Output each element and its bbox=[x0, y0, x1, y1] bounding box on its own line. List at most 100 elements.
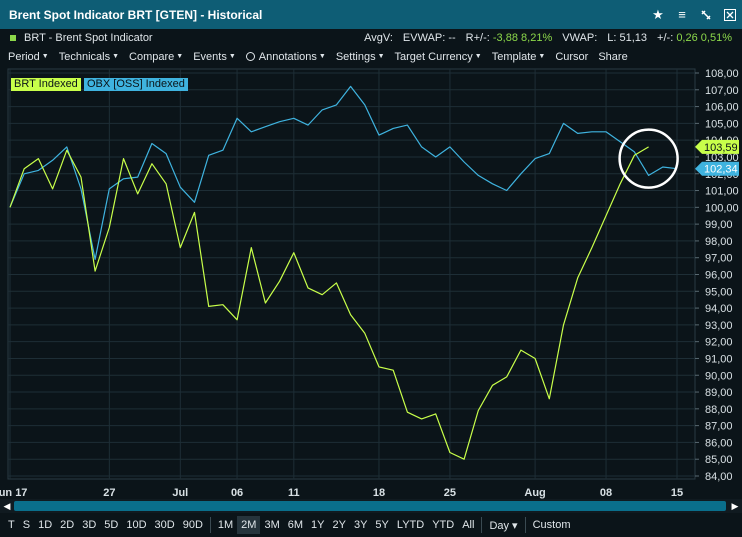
x-tick-label: 27 bbox=[103, 487, 115, 499]
menu-compare[interactable]: Compare ▼ bbox=[129, 50, 184, 63]
x-tick-label: 25 bbox=[444, 487, 456, 499]
chart-area[interactable]: 84,00 85,00 86,00 87,00 88,00 89,00 90,00 91,00… bbox=[0, 66, 742, 499]
obx-last-value-label: 102,34 bbox=[704, 164, 738, 176]
vwap-stat: VWAP: bbox=[562, 32, 598, 44]
close-icon[interactable] bbox=[718, 0, 742, 29]
unlink-icon[interactable] bbox=[694, 0, 718, 29]
caret-down-icon: ▼ bbox=[474, 53, 482, 60]
range-button-2m[interactable]: 2M bbox=[237, 516, 261, 534]
caret-down-icon: ▼ bbox=[377, 53, 385, 60]
period-button-10d[interactable]: 10D bbox=[126, 519, 147, 531]
y-tick-label: 92,00 bbox=[705, 337, 733, 349]
range-button-ytd[interactable]: YTD bbox=[432, 519, 455, 531]
menu-settings[interactable]: Settings ▼ bbox=[335, 50, 385, 63]
period-button-2d[interactable]: 2D bbox=[60, 519, 75, 531]
legend-brt[interactable]: BRT Indexed bbox=[11, 78, 81, 91]
y-tick-label: 99,00 bbox=[705, 219, 733, 231]
change-value: 0,26 bbox=[676, 32, 698, 44]
menu-annotations[interactable]: Annotations ▼ bbox=[245, 51, 326, 63]
caret-down-icon: ▼ bbox=[318, 53, 326, 60]
menu-period[interactable]: Period ▼ bbox=[8, 50, 49, 63]
range-button-1m[interactable]: 1M bbox=[217, 519, 234, 531]
range-button-5y[interactable]: 5Y bbox=[375, 519, 389, 531]
period-button-90d[interactable]: 90D bbox=[182, 519, 203, 531]
y-tick-label: 89,00 bbox=[705, 387, 733, 399]
range-button-6m[interactable]: 6M bbox=[287, 519, 304, 531]
period-button-30d[interactable]: 30D bbox=[154, 519, 175, 531]
menu-share[interactable]: Share bbox=[598, 50, 628, 63]
x-tick-label: Jul bbox=[172, 487, 188, 499]
x-tick-label: Aug bbox=[524, 487, 545, 499]
rchange-stat: R+/-: -3,88 8,21% bbox=[466, 32, 553, 44]
x-tick-label: Jun 17 bbox=[0, 487, 27, 499]
rchange-value: -3,88 bbox=[492, 32, 518, 44]
range-button-all[interactable]: All bbox=[462, 519, 475, 531]
custom-range-button[interactable]: Custom bbox=[532, 519, 571, 531]
separator bbox=[209, 517, 211, 533]
brt-last-value-tag bbox=[695, 139, 739, 154]
range-button-2y[interactable]: 2Y bbox=[332, 519, 346, 531]
window-title: Brent Spot Indicator BRT [GTEN] - Histor… bbox=[9, 7, 263, 22]
change-label: +/-: bbox=[657, 32, 674, 44]
period-button-1d[interactable]: 1D bbox=[38, 519, 53, 531]
menu-cursor[interactable]: Cursor bbox=[555, 50, 589, 63]
caret-down-icon: ▼ bbox=[228, 53, 236, 60]
range-button-1y[interactable]: 1Y bbox=[311, 519, 325, 531]
series-color-square bbox=[10, 35, 16, 41]
menu-icon[interactable]: ≡ bbox=[678, 7, 686, 22]
scroll-left-icon[interactable]: ◀ bbox=[3, 500, 11, 511]
period-button-5d[interactable]: 5D bbox=[104, 519, 119, 531]
caret-down-icon: ▼ bbox=[41, 53, 49, 60]
y-tick-label: 97,00 bbox=[705, 253, 733, 265]
x-tick-label: 08 bbox=[600, 487, 612, 499]
legend-obx[interactable]: OBX [OSS] Indexed bbox=[84, 78, 188, 91]
y-tick-label: 93,00 bbox=[705, 320, 733, 332]
y-tick-label: 84,00 bbox=[705, 471, 733, 483]
y-tick-label: 107,00 bbox=[705, 85, 739, 97]
y-tick-label: 105,00 bbox=[705, 118, 739, 130]
y-tick-label: 87,00 bbox=[705, 421, 733, 433]
period-button-3d[interactable]: 3D bbox=[82, 519, 97, 531]
title-bar: Brent Spot Indicator BRT [GTEN] - Histor… bbox=[0, 0, 742, 29]
period-bar: T S 1D 2D 3D 5D 10D 30D 90D 1M 2M 3M 6M 1Y 2Y 3Y 5Y LYTD Y… bbox=[0, 513, 742, 537]
y-tick-label: 94,00 bbox=[705, 303, 733, 315]
annotation-circle bbox=[618, 128, 679, 189]
price-chart[interactable]: 84,00 85,00 86,00 87,00 88,00 89,00 90,00 91,00… bbox=[0, 66, 742, 499]
x-tick-label: 18 bbox=[373, 487, 385, 499]
y-tick-label: 95,00 bbox=[705, 286, 733, 298]
circle-annotation-icon bbox=[245, 52, 255, 61]
horizontal-scrollbar[interactable]: ◀ ▶ bbox=[0, 499, 742, 513]
menu-template[interactable]: Template ▼ bbox=[491, 50, 546, 63]
period-button-s[interactable]: S bbox=[22, 519, 31, 531]
evwap-stat: EVWAP: -- bbox=[402, 32, 456, 44]
y-tick-label: 108,00 bbox=[705, 68, 739, 80]
menu-target-currency[interactable]: Target Currency ▼ bbox=[394, 50, 482, 63]
x-tick-label: 11 bbox=[288, 487, 300, 499]
caret-down-icon: ▼ bbox=[112, 53, 120, 60]
y-tick-label: 85,00 bbox=[705, 454, 733, 466]
obx-series-line bbox=[9, 85, 678, 260]
menu-events[interactable]: Events ▼ bbox=[193, 50, 236, 63]
x-tick-label: 15 bbox=[671, 487, 683, 499]
caret-down-icon: ▼ bbox=[538, 53, 546, 60]
separator bbox=[481, 517, 483, 533]
obx-last-value-tag bbox=[695, 161, 739, 176]
y-tick-label: 88,00 bbox=[705, 404, 733, 416]
brt-last-value-label: 103,59 bbox=[704, 142, 738, 154]
range-button-lytd[interactable]: LYTD bbox=[396, 519, 425, 531]
scroll-thumb[interactable] bbox=[14, 501, 726, 511]
star-icon[interactable]: ★ bbox=[652, 6, 664, 22]
period-button-t[interactable]: T bbox=[8, 519, 15, 531]
avgv-stat: AvgV: bbox=[364, 32, 393, 44]
interval-dropdown[interactable]: Day ▾ bbox=[489, 519, 518, 532]
rchange-label: R+/-: bbox=[465, 32, 490, 44]
y-tick-label: 100,00 bbox=[705, 202, 739, 214]
y-tick-label: 96,00 bbox=[705, 270, 733, 282]
range-button-3y[interactable]: 3Y bbox=[353, 519, 368, 531]
scroll-right-icon[interactable]: ▶ bbox=[731, 500, 739, 511]
menu-bar: Period ▼ Technicals ▼ Compare ▼ Events ▼ Ann… bbox=[0, 47, 742, 66]
menu-technicals[interactable]: Technicals ▼ bbox=[58, 50, 120, 63]
range-button-3m[interactable]: 3M bbox=[264, 519, 280, 531]
y-tick-label: 91,00 bbox=[705, 353, 733, 365]
x-tick-label: 06 bbox=[231, 487, 243, 499]
